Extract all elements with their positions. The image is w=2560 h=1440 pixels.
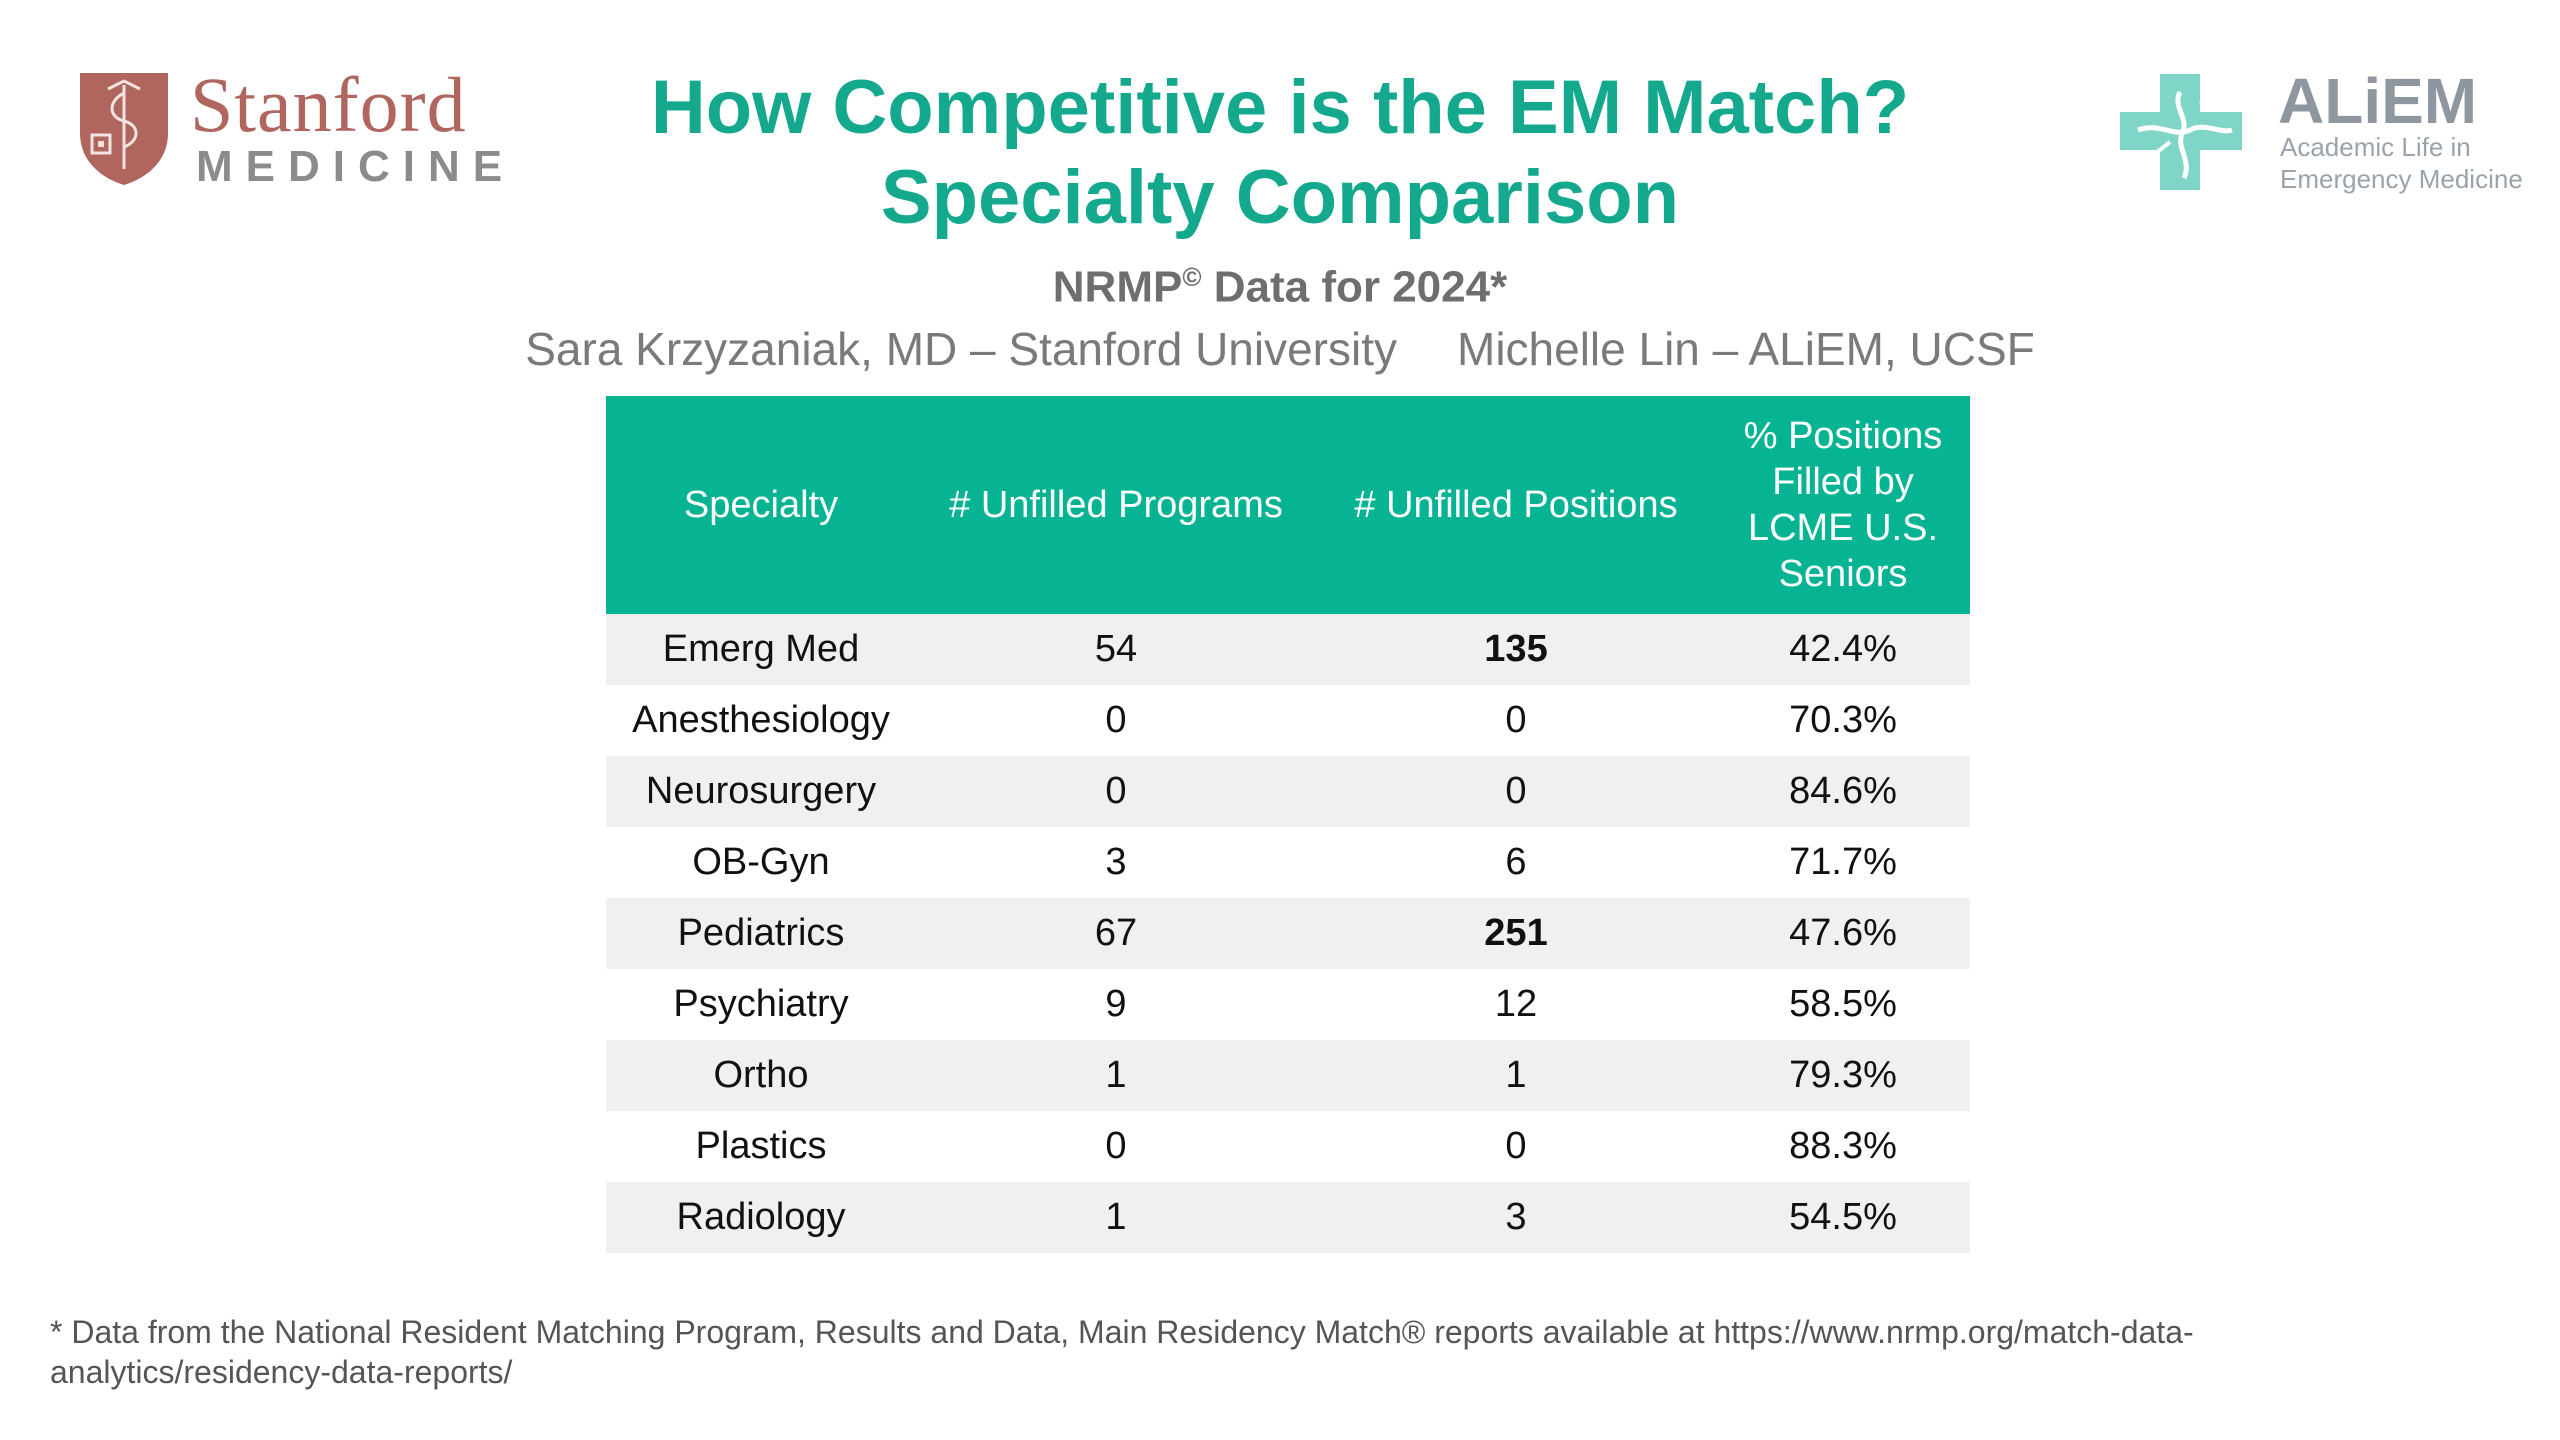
cell-unfilled-positions: 1	[1316, 1040, 1716, 1111]
cell-specialty: Pediatrics	[606, 898, 916, 969]
cell-pct-filled: 88.3%	[1716, 1111, 1970, 1182]
cell-pct-filled: 79.3%	[1716, 1040, 1970, 1111]
cell-unfilled-positions: 0	[1316, 685, 1716, 756]
cell-unfilled-programs: 3	[916, 827, 1316, 898]
cell-unfilled-programs: 9	[916, 969, 1316, 1040]
table-header: Specialty # Unfilled Programs # Unfilled…	[606, 396, 1970, 614]
table-row: Emerg Med 54 135 42.4%	[606, 614, 1970, 685]
header-unfilled-programs: # Unfilled Programs	[916, 396, 1316, 614]
table-row: Plastics 0 0 88.3%	[606, 1111, 1970, 1182]
stanford-shield-icon	[80, 73, 168, 185]
cell-specialty: Neurosurgery	[606, 756, 916, 827]
table-body: Emerg Med 54 135 42.4% Anesthesiology 0 0 70.3%…	[606, 614, 1970, 1253]
table-row: Radiology 1 3 54.5%	[606, 1182, 1970, 1253]
page-title-line2: Specialty Comparison	[880, 155, 1680, 240]
cell-unfilled-positions: 251	[1316, 898, 1716, 969]
medicine-wordmark: MEDICINE	[196, 142, 516, 191]
aliem-wordmark: ALiEM	[2278, 65, 2478, 137]
table-row: Anesthesiology 0 0 70.3%	[606, 685, 1970, 756]
copyright-mark: ©	[1182, 262, 1202, 292]
cell-unfilled-positions: 12	[1316, 969, 1716, 1040]
cell-unfilled-positions: 0	[1316, 756, 1716, 827]
data-source-subtitle: NRMP© Data for 2024*	[0, 262, 2560, 313]
subtitle-prefix: NRMP	[1052, 262, 1183, 312]
table-row: Neurosurgery 0 0 84.6%	[606, 756, 1970, 827]
table-header-row: Specialty # Unfilled Programs # Unfilled…	[606, 396, 1970, 614]
page-title: How Competitive is the EM Match?	[650, 65, 1910, 150]
authors-line: Sara Krzyzaniak, MD – Stanford Universit…	[0, 322, 2560, 376]
stanford-medicine-logo: Stanford MEDICINE	[78, 61, 502, 196]
cell-unfilled-programs: 1	[916, 1182, 1316, 1253]
cell-pct-filled: 54.5%	[1716, 1182, 1970, 1253]
cell-pct-filled: 84.6%	[1716, 756, 1970, 827]
table-row: OB-Gyn 3 6 71.7%	[606, 827, 1970, 898]
cell-specialty: Plastics	[606, 1111, 916, 1182]
cell-pct-filled: 47.6%	[1716, 898, 1970, 969]
cell-pct-filled: 70.3%	[1716, 685, 1970, 756]
table-row: Psychiatry 9 12 58.5%	[606, 969, 1970, 1040]
cell-specialty: Radiology	[606, 1182, 916, 1253]
cell-unfilled-programs: 0	[916, 756, 1316, 827]
cell-pct-filled: 58.5%	[1716, 969, 1970, 1040]
footnote: * Data from the National Resident Matchi…	[50, 1314, 2194, 1390]
cell-pct-filled: 71.7%	[1716, 827, 1970, 898]
subtitle-suffix: Data for 2024*	[1201, 262, 1508, 312]
table-row: Ortho 1 1 79.3%	[606, 1040, 1970, 1111]
cell-unfilled-programs: 67	[916, 898, 1316, 969]
aliem-logo: ALiEM Academic Life in Emergency Medicin…	[2120, 65, 2550, 200]
stanford-wordmark: Stanford	[190, 61, 467, 148]
author-right: Michelle Lin – ALiEM, UCSF	[1457, 323, 2035, 375]
cell-specialty: OB-Gyn	[606, 827, 916, 898]
cell-specialty: Psychiatry	[606, 969, 916, 1040]
cell-unfilled-positions: 3	[1316, 1182, 1716, 1253]
cell-specialty: Ortho	[606, 1040, 916, 1111]
aliem-cross-icon	[2120, 74, 2242, 190]
cell-specialty: Anesthesiology	[606, 685, 916, 756]
table-row: Pediatrics 67 251 47.6%	[606, 898, 1970, 969]
header-unfilled-positions: # Unfilled Positions	[1316, 396, 1716, 614]
cell-specialty: Emerg Med	[606, 614, 916, 685]
aliem-tagline-line1: Academic Life in	[2280, 132, 2471, 162]
specialty-comparison-table: Specialty # Unfilled Programs # Unfilled…	[606, 396, 1970, 1253]
cell-unfilled-programs: 0	[916, 685, 1316, 756]
cell-unfilled-positions: 0	[1316, 1111, 1716, 1182]
aliem-tagline-line2: Emergency Medicine	[2280, 164, 2523, 194]
cell-pct-filled: 42.4%	[1716, 614, 1970, 685]
cell-unfilled-positions: 6	[1316, 827, 1716, 898]
cell-unfilled-programs: 1	[916, 1040, 1316, 1111]
header-pct-filled: % Positions Filled by LCME U.S. Seniors	[1716, 396, 1970, 614]
cell-unfilled-programs: 0	[916, 1111, 1316, 1182]
cell-unfilled-positions: 135	[1316, 614, 1716, 685]
header-specialty: Specialty	[606, 396, 916, 614]
cell-unfilled-programs: 54	[916, 614, 1316, 685]
author-left: Sara Krzyzaniak, MD – Stanford Universit…	[525, 323, 1397, 375]
